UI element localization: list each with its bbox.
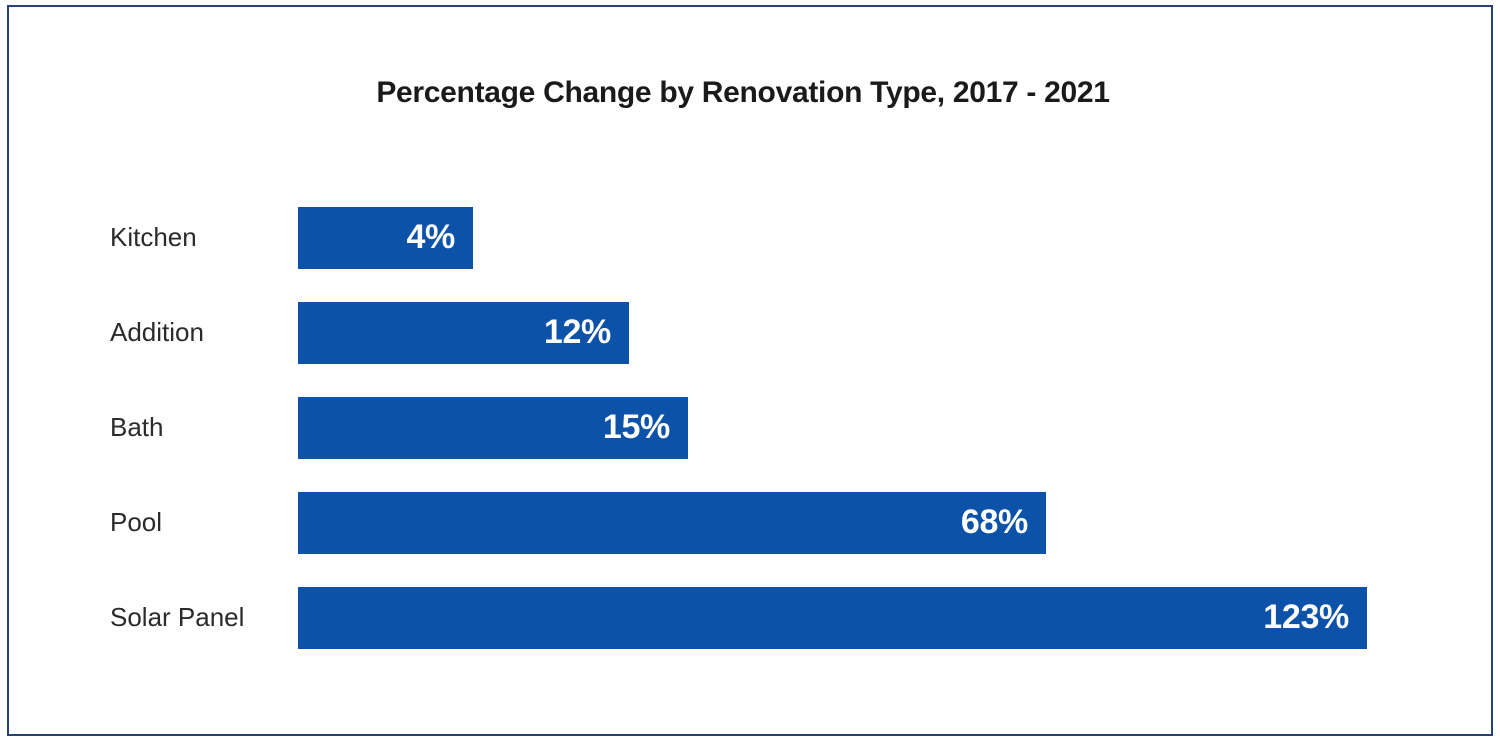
bar: 68% (298, 491, 1046, 554)
bar-rows: Kitchen 4% Addition 12% Bath 15% Pool 68… (110, 190, 1500, 665)
bar: 4% (298, 206, 473, 269)
value-label: 68% (960, 503, 1028, 541)
value-label: 4% (406, 218, 455, 256)
value-label: 123% (1263, 598, 1349, 636)
category-label: Pool (110, 507, 163, 537)
value-label: 12% (543, 313, 611, 351)
bar-row: Solar Panel 123% (110, 570, 1500, 665)
category-label: Solar Panel (110, 602, 245, 632)
bar-row: Pool 68% (110, 475, 1500, 570)
bar-row: Kitchen 4% (110, 190, 1500, 285)
category-label: Kitchen (110, 222, 197, 252)
bar-row: Addition 12% (110, 285, 1500, 380)
bar: 12% (298, 301, 629, 364)
bar-row: Bath 15% (110, 380, 1500, 475)
chart-title: Percentage Change by Renovation Type, 20… (376, 76, 1110, 109)
bar: 15% (298, 396, 688, 459)
category-label: Addition (110, 317, 204, 347)
bar: 123% (298, 586, 1367, 649)
value-label: 15% (602, 408, 670, 446)
category-label: Bath (110, 412, 164, 442)
